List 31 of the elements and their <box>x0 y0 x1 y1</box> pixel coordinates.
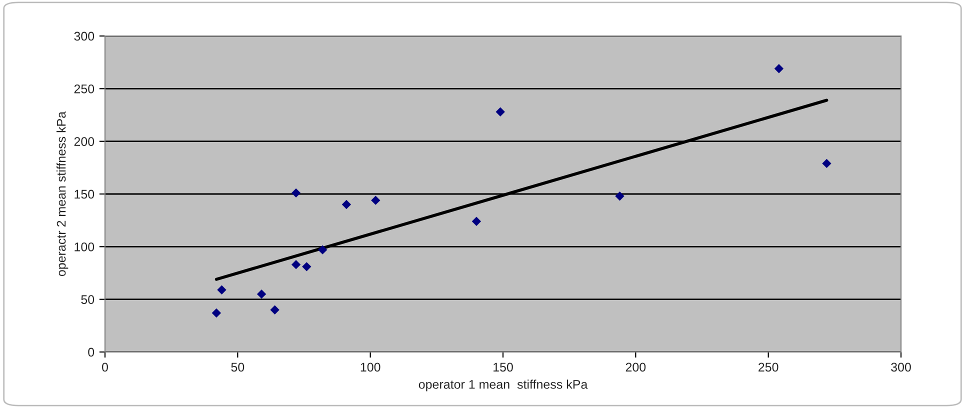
point <box>822 158 832 168</box>
point <box>291 260 301 270</box>
y-tick-label: 200 <box>74 137 94 146</box>
point <box>212 308 222 318</box>
y-axis-title: operactr 2 mean stiffness kPa <box>56 111 68 276</box>
x-tick-label: 50 <box>231 362 244 372</box>
point <box>472 216 482 226</box>
point <box>371 196 380 205</box>
point <box>774 64 784 74</box>
point <box>342 200 352 210</box>
x-tick-label: 100 <box>360 362 380 372</box>
x-tick-label: 0 <box>102 362 108 372</box>
x-tick-label: 150 <box>494 362 513 372</box>
point <box>270 305 280 314</box>
point <box>615 192 624 201</box>
y-tick-label: 300 <box>74 32 94 41</box>
x-axis-title: operator 1 mean stiffness kPa <box>418 380 588 392</box>
y-tick-label: 150 <box>74 190 94 199</box>
y-tick-label: 50 <box>81 295 94 304</box>
y-tick-label: 0 <box>88 348 94 357</box>
x-tick-label: 200 <box>626 362 646 372</box>
point <box>217 285 226 294</box>
point <box>318 245 328 254</box>
point <box>302 262 312 272</box>
y-tick-label: 100 <box>74 242 94 252</box>
point <box>291 188 301 198</box>
point <box>496 107 505 116</box>
x-tick-label: 250 <box>758 362 778 372</box>
x-tick-label: 300 <box>891 362 911 372</box>
y-tick-label: 250 <box>74 84 94 94</box>
point <box>256 289 266 299</box>
